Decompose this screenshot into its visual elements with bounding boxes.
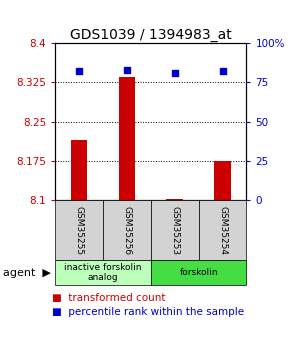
Text: ■  percentile rank within the sample: ■ percentile rank within the sample [52,307,244,317]
Title: GDS1039 / 1394983_at: GDS1039 / 1394983_at [70,28,232,42]
Point [125,67,129,72]
Bar [55,260,151,285]
Text: GSM35255: GSM35255 [75,206,84,255]
Bar [119,77,135,200]
Text: GSM35254: GSM35254 [218,206,227,255]
Point [220,69,225,74]
Text: ■  transformed count: ■ transformed count [52,293,166,303]
Bar [214,161,231,200]
Text: agent  ▶: agent ▶ [3,268,51,277]
Text: GSM35253: GSM35253 [170,206,179,255]
Text: forskolin: forskolin [180,268,218,277]
Bar [166,199,183,200]
Text: inactive forskolin
analog: inactive forskolin analog [64,263,142,282]
Bar [71,140,87,200]
Bar [151,200,199,260]
Point [172,70,177,76]
Bar [199,200,246,260]
Point [77,69,81,74]
Bar [55,200,103,260]
Text: GSM35256: GSM35256 [122,206,131,255]
Bar [103,200,151,260]
Bar [151,260,246,285]
